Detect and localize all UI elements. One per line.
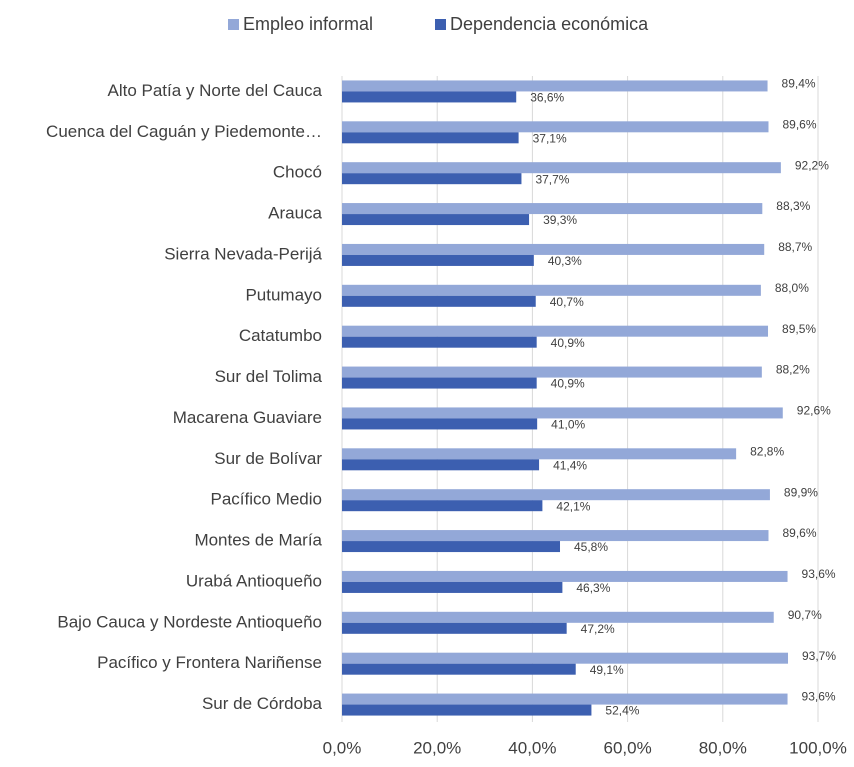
legend-swatch xyxy=(228,19,239,30)
category-label: Arauca xyxy=(268,204,322,223)
x-tick-label: 80,0% xyxy=(699,738,747,757)
value-label: 90,7% xyxy=(788,608,822,622)
value-label: 41,0% xyxy=(551,418,585,432)
x-tick-label: 100,0% xyxy=(789,738,847,757)
value-label: 88,2% xyxy=(776,363,810,377)
bar xyxy=(342,541,561,553)
bar xyxy=(342,295,536,307)
bar xyxy=(342,132,519,144)
value-label: 37,1% xyxy=(533,131,567,145)
value-label: 89,6% xyxy=(782,117,816,131)
bar xyxy=(342,663,576,675)
value-label: 40,9% xyxy=(551,336,585,350)
bar xyxy=(342,693,788,705)
bar xyxy=(342,336,537,348)
x-tick-label: 60,0% xyxy=(603,738,651,757)
bar xyxy=(342,704,592,716)
bar xyxy=(342,80,768,92)
category-label: Pacífico Medio xyxy=(211,490,323,509)
bar xyxy=(342,203,763,215)
value-label: 92,6% xyxy=(797,404,831,418)
value-label: 93,7% xyxy=(802,649,836,663)
bar xyxy=(342,162,781,174)
value-label: 82,8% xyxy=(750,444,784,458)
value-label: 42,1% xyxy=(556,499,590,513)
bar xyxy=(342,121,769,133)
category-label: Montes de María xyxy=(194,531,322,550)
category-label: Sur de Córdoba xyxy=(202,694,323,713)
value-label: 88,3% xyxy=(776,199,810,213)
value-label: 37,7% xyxy=(535,172,569,186)
bar xyxy=(342,254,534,266)
bar xyxy=(342,622,567,634)
category-label: Chocó xyxy=(273,163,322,182)
bar xyxy=(342,448,737,460)
bar xyxy=(342,284,761,296)
value-label: 93,6% xyxy=(802,690,836,704)
bar xyxy=(342,91,517,103)
value-label: 89,4% xyxy=(782,77,816,91)
category-label: Sur del Tolima xyxy=(215,367,323,386)
bar xyxy=(342,459,540,471)
value-label: 52,4% xyxy=(605,704,639,718)
category-label: Macarena Guaviare xyxy=(173,408,322,427)
category-label: Alto Patía y Norte del Cauca xyxy=(107,81,322,100)
bar xyxy=(342,418,538,430)
legend-swatch xyxy=(435,19,446,30)
bar xyxy=(342,366,762,378)
bar xyxy=(342,325,769,337)
bar xyxy=(342,243,765,255)
value-label: 89,6% xyxy=(782,526,816,540)
legend-label: Dependencia económica xyxy=(450,14,649,34)
value-label: 93,6% xyxy=(802,567,836,581)
bar xyxy=(342,489,770,501)
value-label: 92,2% xyxy=(795,158,829,172)
value-label: 40,3% xyxy=(548,254,582,268)
bar xyxy=(342,570,788,582)
category-label: Putumayo xyxy=(245,285,322,304)
x-tick-label: 0,0% xyxy=(323,738,362,757)
value-label: 39,3% xyxy=(543,213,577,227)
category-label: Urabá Antioqueño xyxy=(186,571,322,590)
value-label: 41,4% xyxy=(553,458,587,472)
bar xyxy=(342,377,537,389)
value-label: 47,2% xyxy=(581,622,615,636)
category-label: Cuenca del Caguán y Piedemonte… xyxy=(46,122,322,141)
bar xyxy=(342,581,563,593)
x-tick-label: 20,0% xyxy=(413,738,461,757)
value-label: 49,1% xyxy=(590,663,624,677)
value-label: 88,7% xyxy=(778,240,812,254)
value-label: 46,3% xyxy=(576,581,610,595)
category-label: Sur de Bolívar xyxy=(214,449,322,468)
value-label: 88,0% xyxy=(775,281,809,295)
value-label: 36,6% xyxy=(530,91,564,105)
bar xyxy=(342,652,789,664)
value-label: 89,9% xyxy=(784,485,818,499)
bar xyxy=(342,407,783,419)
value-label: 40,7% xyxy=(550,295,584,309)
value-label: 40,9% xyxy=(551,377,585,391)
bar xyxy=(342,611,774,623)
value-label: 89,5% xyxy=(782,322,816,336)
category-label: Catatumbo xyxy=(239,326,322,345)
bar xyxy=(342,214,530,226)
category-label: Sierra Nevada-Perijá xyxy=(164,244,322,263)
x-tick-label: 40,0% xyxy=(508,738,556,757)
legend-label: Empleo informal xyxy=(243,14,373,34)
category-label: Bajo Cauca y Nordeste Antioqueño xyxy=(57,612,322,631)
bar xyxy=(342,500,543,512)
value-label: 45,8% xyxy=(574,540,608,554)
category-label: Pacífico y Frontera Nariñense xyxy=(97,653,322,672)
bar xyxy=(342,530,769,542)
bar xyxy=(342,173,522,185)
